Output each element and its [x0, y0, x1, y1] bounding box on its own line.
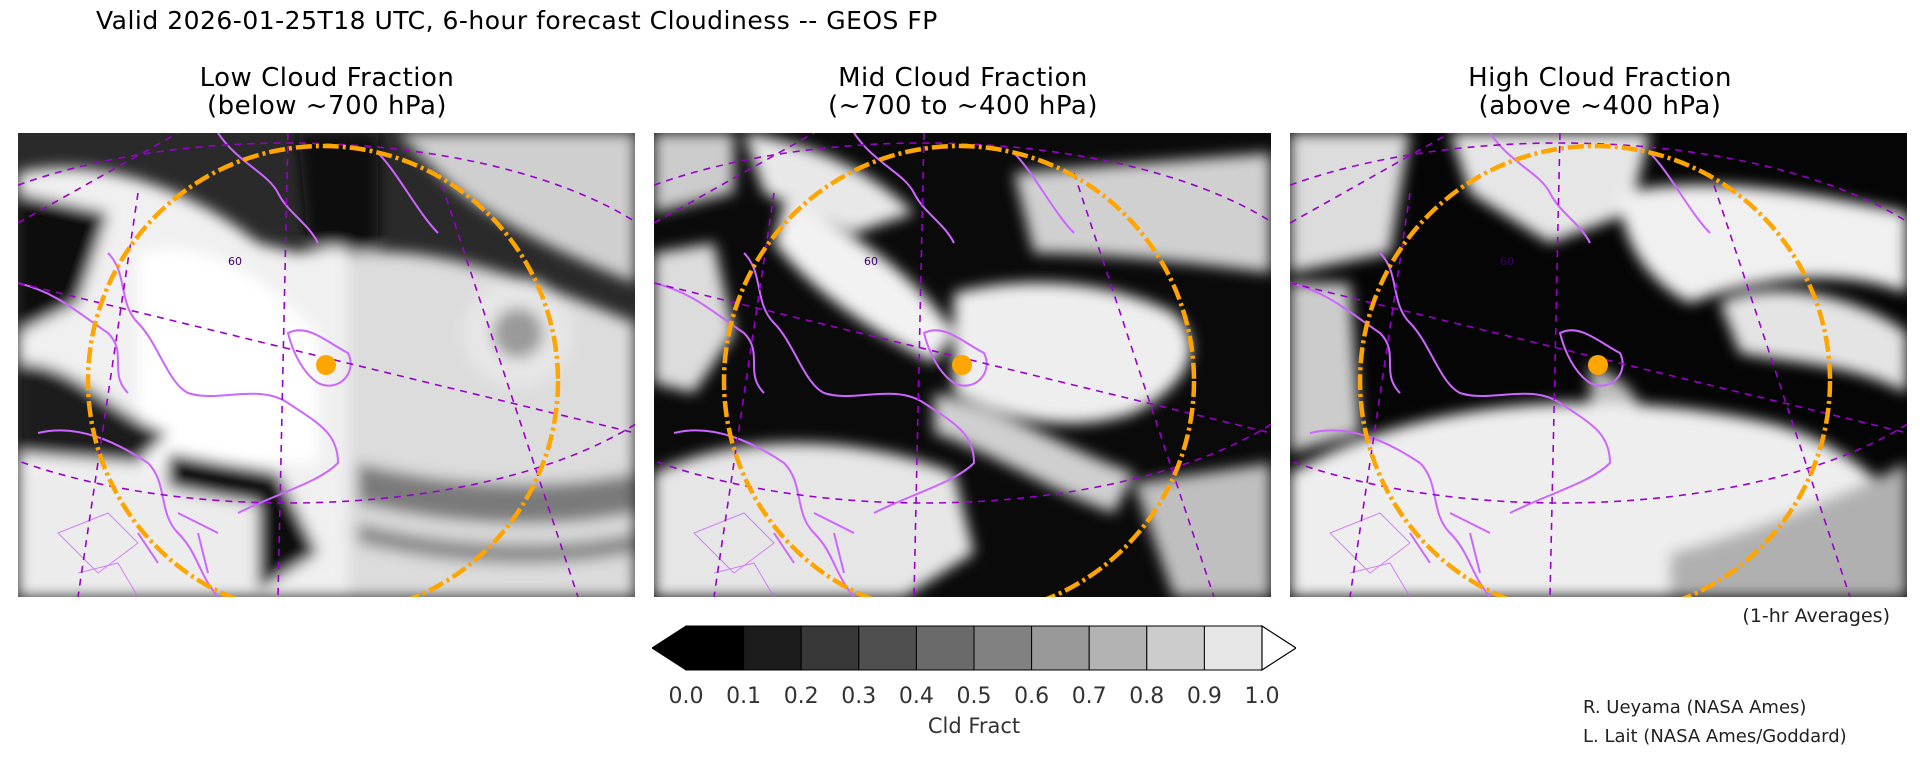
- site-marker: [1588, 355, 1608, 375]
- coastlines: [654, 133, 1075, 597]
- lat-label: 60: [1500, 255, 1514, 268]
- panel-high-range: (above ~400 hPa): [1478, 91, 1722, 121]
- page-title: Valid 2026-01-25T18 UTC, 6-hour forecast…: [96, 6, 938, 35]
- colorbar-ticks: 0.0 0.1 0.2 0.3 0.4 0.5 0.6 0.7 0.8 0.9 1.0: [669, 684, 1280, 710]
- credit-line-2: L. Lait (NASA Ames/Goddard): [1583, 726, 1847, 747]
- colorbar-tick-label: 0.3: [841, 684, 877, 709]
- colorbar-bin: [685, 625, 745, 671]
- panel-mid-range: (~700 to ~400 hPa): [828, 91, 1098, 121]
- colorbar-tick-label: 0.0: [668, 684, 704, 709]
- colorbar-bin: [1088, 625, 1148, 671]
- map-low-cloud: 60: [18, 133, 635, 597]
- colorbar: [652, 624, 1296, 672]
- colorbar-tick-label: 0.8: [1129, 684, 1165, 709]
- panel-low-range: (below ~700 hPa): [206, 91, 448, 121]
- colorbar-bin: [1031, 625, 1090, 671]
- colorbar-over-arrow: [1261, 624, 1296, 672]
- colorbar-tick-label: 0.6: [1014, 684, 1050, 709]
- colorbar-bin: [1203, 625, 1263, 671]
- lat-label: 60: [228, 255, 242, 268]
- colorbar-tick-label: 0.9: [1186, 684, 1222, 709]
- panel-high-title: High Cloud Fraction (above ~400 hPa): [1300, 64, 1900, 120]
- map-high-cloud: 60: [1290, 133, 1907, 597]
- colorbar-tick-label: 0.1: [726, 684, 762, 709]
- site-marker: [952, 355, 972, 375]
- coastlines: [18, 133, 439, 597]
- panel-mid-title: Mid Cloud Fraction (~700 to ~400 hPa): [663, 64, 1263, 120]
- panel-low-title: Low Cloud Fraction (below ~700 hPa): [27, 64, 627, 120]
- lat-label: 60: [864, 255, 878, 268]
- range-ring: [721, 143, 1197, 597]
- colorbar-tick-label: 0.4: [898, 684, 934, 709]
- averaging-note: (1-hr Averages): [1742, 605, 1890, 627]
- map-mid-cloud: 60: [654, 133, 1271, 597]
- site-marker: [316, 355, 336, 375]
- range-ring: [1357, 143, 1833, 597]
- colorbar-bin: [858, 625, 917, 671]
- colorbar-bin: [800, 625, 860, 671]
- colorbar-tick-label: 1.0: [1244, 684, 1280, 709]
- colorbar-bin: [1146, 625, 1205, 671]
- range-ring: [85, 143, 561, 597]
- panel-mid-name: Mid Cloud Fraction: [838, 63, 1088, 93]
- colorbar-bin: [743, 625, 802, 671]
- colorbar-tick-label: 0.2: [783, 684, 819, 709]
- cloud-field: [18, 133, 635, 597]
- coastlines: [1290, 133, 1711, 597]
- colorbar-tick-label: 0.5: [956, 684, 992, 709]
- credit-line-1: R. Ueyama (NASA Ames): [1583, 697, 1807, 718]
- colorbar-label: Cld Fract: [927, 714, 1021, 738]
- colorbar-under-arrow: [652, 625, 687, 671]
- colorbar-tick-label: 0.7: [1071, 684, 1107, 709]
- panel-low-name: Low Cloud Fraction: [199, 63, 455, 93]
- panel-high-name: High Cloud Fraction: [1468, 63, 1732, 93]
- cloud-field: [1290, 133, 1907, 597]
- colorbar-bin: [973, 625, 1033, 671]
- colorbar-bin: [915, 625, 975, 671]
- cloud-field: [654, 133, 1271, 597]
